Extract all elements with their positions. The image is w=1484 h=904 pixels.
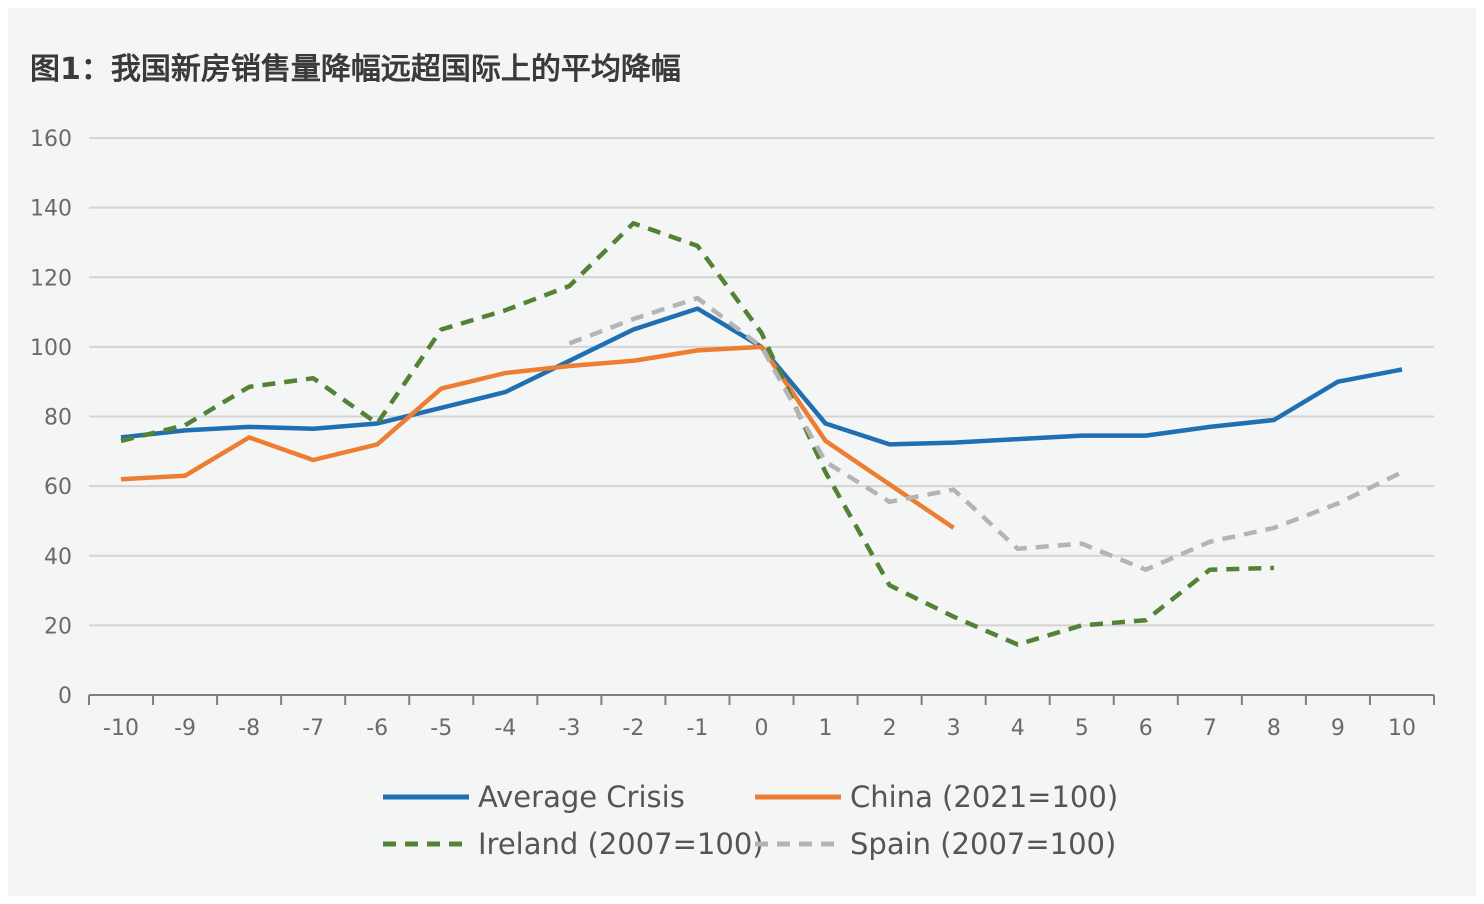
x-tick-label: 4 — [1011, 716, 1025, 741]
legend-label-ireland-2007-100: Ireland (2007=100) — [478, 827, 764, 861]
legend-label-average-crisis: Average Crisis — [478, 780, 685, 814]
x-tick-label: -6 — [366, 716, 388, 741]
x-tick-label: 2 — [883, 716, 897, 741]
x-tick-label: 8 — [1267, 716, 1281, 741]
series-line-ireland-2007-100 — [120, 221, 1274, 647]
legend-label-china-2021-100: China (2021=100) — [850, 780, 1118, 814]
x-tick-label: 9 — [1331, 716, 1345, 741]
x-tick-label: 10 — [1388, 716, 1416, 741]
x-tick-label: -7 — [302, 716, 324, 741]
y-tick-label: 140 — [30, 197, 72, 222]
x-tick-label: -10 — [103, 716, 139, 741]
x-tick-label: -2 — [622, 716, 644, 741]
x-tick-label: -8 — [238, 716, 260, 741]
y-tick-label: 120 — [30, 266, 72, 291]
x-tick-label: 0 — [755, 716, 769, 741]
y-tick-label: 0 — [58, 684, 72, 709]
legend-label-spain-2007-100: Spain (2007=100) — [850, 827, 1116, 861]
x-tick-label: -5 — [430, 716, 452, 741]
y-tick-label: 40 — [44, 545, 72, 570]
series-lines — [120, 221, 1403, 647]
chart-title: 图1：我国新房销售量降幅远超国际上的平均降幅 — [30, 52, 681, 87]
x-tick-label: 6 — [1139, 716, 1153, 741]
gridlines — [89, 137, 1434, 627]
y-tick-label: 80 — [44, 406, 72, 431]
y-tick-label: 160 — [30, 127, 72, 152]
x-tick-label: 1 — [819, 716, 833, 741]
x-tick-label: -1 — [686, 716, 708, 741]
x-tick-label: 5 — [1075, 716, 1089, 741]
x-axis: -10 -9 -8 -7 -6 -5 -4 -3 -2 -1 0 1 2 3 4 5 6 7 8 9 10 — [88, 694, 1435, 741]
y-tick-label: 60 — [44, 475, 72, 500]
y-tick-label: 20 — [44, 614, 72, 639]
series-line-spain-2007-100 — [568, 295, 1403, 572]
x-tick-label: -4 — [494, 716, 516, 741]
chart-panel — [8, 8, 1476, 896]
x-tick-label: 7 — [1203, 716, 1217, 741]
x-tick-label: 3 — [947, 716, 961, 741]
x-tick-label: -3 — [558, 716, 580, 741]
legend: Average Crisis China (2021=100) Ireland (2… — [383, 780, 1118, 861]
series-line-china-2021-100 — [120, 344, 955, 530]
x-tick-label: -9 — [174, 716, 196, 741]
y-axis: 0 20 40 60 80 100 120 140 160 — [30, 127, 72, 709]
y-tick-label: 100 — [30, 336, 72, 361]
